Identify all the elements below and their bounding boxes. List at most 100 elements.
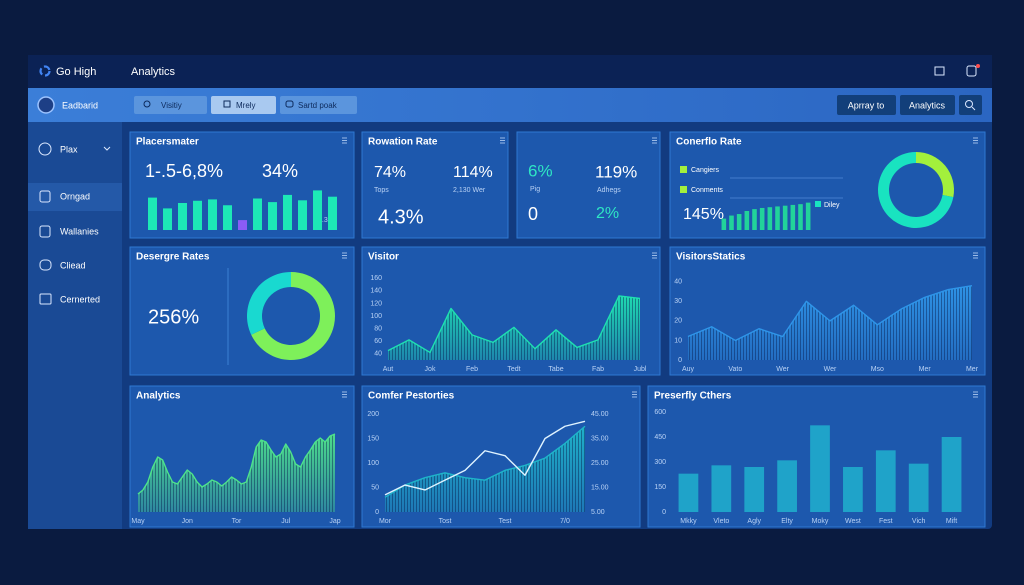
bar	[805, 202, 811, 230]
y-tick-label: 100	[367, 460, 379, 467]
tab-label[interactable]: Visitiy	[161, 101, 182, 110]
bar	[759, 207, 765, 230]
line	[384, 425, 586, 498]
y-tick-label: 150	[367, 435, 379, 442]
line	[137, 433, 336, 495]
y-tick-label: 0	[662, 509, 666, 516]
card-title: Placersmater	[136, 137, 199, 148]
bar	[744, 467, 765, 512]
tab-icon	[143, 100, 151, 108]
bar	[678, 473, 699, 512]
legend-swatch	[680, 166, 687, 173]
bar	[810, 425, 830, 512]
area-hatch	[385, 426, 585, 512]
area-hatch	[688, 285, 972, 360]
stat-caption: Pig	[530, 186, 540, 193]
stat-value: 114%	[453, 164, 493, 181]
nav-item[interactable]: Plax	[60, 144, 78, 154]
stat-value: 0	[528, 204, 538, 224]
stat-value: 2%	[596, 205, 619, 222]
x-tick-label: Wer	[824, 366, 837, 373]
tab-label[interactable]: Mrely	[236, 101, 256, 110]
x-tick-label: Vich	[912, 518, 926, 525]
nav-item[interactable]: Orngad	[60, 191, 90, 201]
x-tick-label: Mkky	[680, 518, 697, 525]
y-tick-label: 300	[654, 459, 666, 466]
x-tick-label: Tor	[232, 518, 242, 525]
nav-icon	[39, 259, 52, 271]
stat-caption: Tops	[374, 187, 389, 194]
nav-icon	[39, 225, 51, 238]
y2-tick-label: 5.00	[591, 509, 605, 516]
stat-caption: 2,130 Wer	[453, 187, 486, 194]
search-icon	[971, 106, 976, 111]
bar	[208, 199, 217, 230]
card-title: Rowation Rate	[368, 137, 438, 148]
stat-value: 1-.5-6,8%	[145, 161, 223, 181]
tab-icon	[285, 100, 294, 108]
x-tick-label: Tabe	[548, 366, 563, 373]
tab-icon	[223, 100, 231, 108]
action-button[interactable]	[900, 95, 955, 115]
action-label[interactable]: Analytics	[909, 100, 946, 110]
bar	[178, 203, 187, 230]
workspace-icon[interactable]	[37, 96, 55, 114]
bar	[843, 467, 863, 512]
y-tick-label: 140	[370, 288, 382, 295]
x-tick-label: Jubl	[634, 366, 647, 373]
y-tick-label: 160	[370, 275, 382, 282]
search-icon	[965, 100, 973, 108]
nav-item[interactable]: Wallanies	[60, 226, 99, 236]
x-tick-label: Jul	[281, 518, 290, 525]
legend-swatch	[680, 186, 687, 193]
page-title: Analytics	[131, 66, 176, 78]
y-tick-label: 10	[674, 337, 682, 344]
stat-value: 34%	[262, 161, 298, 181]
area-hatch	[138, 434, 335, 512]
nav-item[interactable]: Cliead	[60, 260, 86, 270]
action-button[interactable]	[837, 95, 896, 115]
bar	[941, 437, 962, 512]
y-tick-label: 0	[678, 357, 682, 364]
bar	[767, 207, 773, 230]
stat-value: 119%	[595, 162, 637, 181]
bar	[729, 215, 734, 230]
stat-value: 145%	[683, 206, 724, 223]
x-tick-label: Auy	[682, 366, 695, 373]
action-label[interactable]: Aprray to	[848, 100, 885, 110]
bar	[744, 211, 750, 230]
tab[interactable]	[280, 96, 357, 114]
tab[interactable]	[134, 96, 207, 114]
y-tick-label: 40	[374, 351, 382, 358]
notification-dot	[976, 64, 980, 68]
y-tick-label: 120	[370, 300, 382, 307]
y-tick-label: 80	[374, 325, 382, 332]
x-tick-label: 7/0	[560, 518, 570, 525]
bar	[328, 196, 337, 230]
notification-icon[interactable]	[966, 65, 977, 77]
x-tick-label: May	[131, 518, 145, 525]
nav-item[interactable]: Cernerted	[60, 294, 100, 304]
chevron[interactable]	[103, 146, 111, 151]
bar	[283, 194, 292, 230]
nav-icon	[39, 293, 52, 305]
y-tick-label: 60	[374, 338, 382, 345]
bar	[223, 205, 232, 230]
y2-tick-label: 15.00	[591, 484, 609, 491]
x-tick-label: Agly	[747, 518, 761, 525]
x-tick-label: Fest	[879, 518, 893, 525]
bar	[238, 220, 247, 230]
stat-value: 256%	[148, 306, 199, 328]
search-button[interactable]	[959, 95, 982, 115]
bar	[148, 197, 157, 230]
donut-slice	[247, 272, 291, 335]
window-icon[interactable]	[934, 66, 945, 76]
tab-label[interactable]: Sartd poak	[298, 101, 338, 110]
y-tick-label: 100	[370, 313, 382, 320]
x-tick-label: Wer	[776, 366, 789, 373]
x-tick-label: Jon	[182, 518, 193, 525]
workspace-name[interactable]: Eadbarid	[62, 100, 98, 110]
brand-logo	[39, 65, 51, 77]
y-tick-label: 0	[375, 509, 379, 516]
legend-label: Cangiers	[691, 167, 720, 174]
